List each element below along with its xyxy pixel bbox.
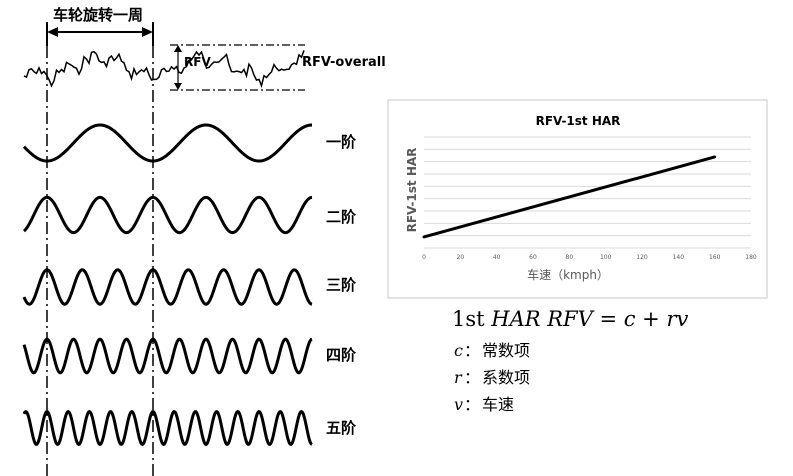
chart-y-axis-title: RFV-1st HAR (405, 148, 419, 233)
harmonic-3-label: 三阶 (326, 276, 357, 294)
chart-x-tick-label: 160 (709, 254, 721, 261)
rfv-1st-har-chart: RFV-1st HAR 0 20 40 60 80 100 120 140 160 180 车速（… (387, 99, 768, 299)
chart-grid (424, 136, 751, 249)
harmonic-4-label: 四阶 (326, 346, 357, 364)
chart-x-tick-label: 40 (493, 254, 501, 261)
chart-x-axis-title: 车速（kmph） (527, 267, 609, 282)
rfv-range-top-head (174, 45, 182, 52)
rotation-label: 车轮旋转一周 (53, 6, 143, 24)
chart-x-tick-label: 120 (636, 254, 648, 261)
rfv-overall-waveform (23, 50, 305, 89)
harmonic-3-wave (22, 268, 313, 306)
chart-x-tick-label: 0 (422, 254, 426, 261)
equation-prefix: 1st (452, 307, 491, 331)
equation-equals: = (593, 307, 624, 331)
chart-x-tick-label: 180 (745, 254, 757, 261)
harmonic-1-label: 一阶 (326, 133, 357, 151)
chart-title: RFV-1st HAR (536, 114, 621, 128)
legend-desc-c: 常数项 (482, 341, 530, 360)
chart-series-line (422, 155, 717, 239)
chart-x-tick-label: 80 (566, 254, 574, 261)
rotation-arrow-right-head (142, 27, 153, 37)
rfv-equation: 1st HAR RFV = c + rv (452, 307, 688, 331)
equation-lhs: HAR RFV (490, 307, 594, 331)
waveform-panel: 车轮旋转一周 RFV RFV-overall 一阶 (22, 6, 386, 476)
legend-symbol-c: c (454, 341, 463, 360)
chart-x-tick-label: 100 (600, 254, 612, 261)
harmonic-1-wave (22, 123, 313, 163)
rfv-peak-markers: RFV RFV-overall (170, 44, 386, 91)
legend-sep-c: ： (464, 341, 480, 360)
rfv-label: RFV (184, 55, 211, 69)
chart-x-tick-label: 140 (673, 254, 685, 261)
legend-desc-v: 车速 (482, 395, 514, 414)
rotation-annotation: 车轮旋转一周 (46, 6, 154, 46)
chart-x-tick-label: 60 (529, 254, 537, 261)
legend-symbol-r: r (454, 368, 463, 387)
chart-x-ticks: 0 20 40 60 80 100 120 140 160 180 (422, 254, 757, 261)
harmonic-2-label: 二阶 (326, 208, 357, 226)
harmonic-5-label: 五阶 (326, 419, 357, 437)
legend-symbol-v: v (454, 395, 463, 414)
equation-rhs: c + rv (624, 307, 689, 331)
rotation-arrow-left-head (47, 27, 58, 37)
legend-sep-v: ： (464, 395, 480, 414)
harmonic-5-wave (22, 409, 313, 447)
rfv-overall-label: RFV-overall (302, 55, 386, 70)
equation-legend: c ： 常数项 r ： 系数项 v ： 车速 (454, 341, 530, 414)
legend-desc-r: 系数项 (482, 368, 530, 387)
legend-sep-r: ： (464, 368, 480, 387)
chart-x-tick-label: 20 (457, 254, 465, 261)
harmonic-4-wave (22, 337, 313, 375)
rfv-range-bottom-head (174, 83, 182, 90)
harmonic-2-wave (22, 195, 313, 235)
